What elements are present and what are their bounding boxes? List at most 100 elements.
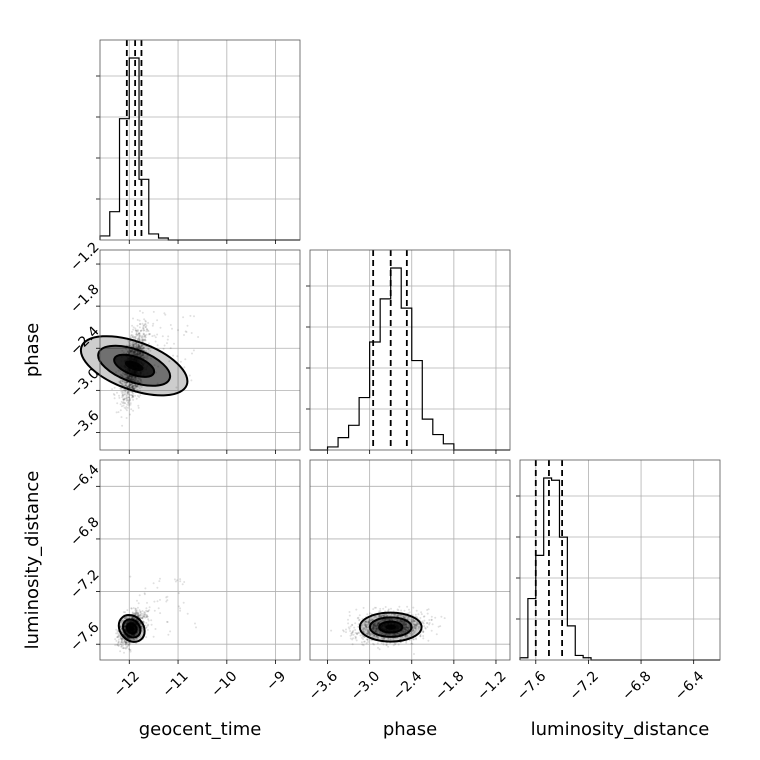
- scatter-point: [115, 639, 118, 642]
- scatter-point: [132, 351, 135, 354]
- scatter-point: [129, 350, 132, 353]
- scatter-point: [131, 384, 134, 387]
- scatter-point: [186, 324, 189, 327]
- scatter-point: [141, 616, 144, 619]
- scatter-point: [154, 340, 157, 343]
- scatter-point: [120, 416, 123, 419]
- scatter-point: [190, 379, 193, 382]
- scatter-point: [139, 334, 142, 337]
- scatter-point: [135, 376, 138, 379]
- scatter-point: [134, 337, 137, 340]
- scatter-point: [134, 378, 137, 381]
- scatter-point: [134, 386, 137, 389]
- scatter-point: [134, 353, 137, 356]
- scatter-point: [365, 642, 368, 645]
- scatter-point: [412, 638, 415, 641]
- scatter-point: [128, 340, 131, 343]
- scatter-point: [130, 382, 133, 385]
- scatter-point: [141, 337, 144, 340]
- scatter-point: [137, 614, 140, 616]
- scatter-point: [366, 613, 369, 616]
- scatter-point: [129, 349, 132, 352]
- scatter-point: [150, 619, 153, 622]
- scatter-point: [138, 323, 141, 325]
- scatter-point: [114, 638, 117, 641]
- tick-label-phase: −3.6: [306, 668, 341, 703]
- scatter-point: [126, 377, 129, 380]
- scatter-point: [348, 611, 351, 613]
- scatter-point: [382, 643, 385, 646]
- scatter-point: [126, 391, 129, 394]
- scatter-point: [140, 354, 143, 357]
- scatter-point: [113, 397, 116, 400]
- scatter-point: [148, 342, 150, 345]
- scatter-point: [132, 392, 135, 395]
- scatter-point: [166, 338, 169, 341]
- scatter-point: [143, 347, 145, 350]
- scatter-point: [135, 346, 138, 349]
- scatter-point: [136, 394, 139, 397]
- scatter-point: [138, 353, 140, 356]
- scatter-point: [135, 342, 138, 345]
- scatter-point: [137, 404, 140, 407]
- scatter-point: [125, 383, 127, 386]
- axis-label-x-geocent_time: geocent_time: [139, 719, 262, 740]
- scatter-point: [148, 332, 151, 335]
- scatter-point: [124, 373, 127, 376]
- scatter-point: [166, 620, 168, 623]
- scatter-point: [125, 395, 128, 398]
- scatter-point: [128, 375, 131, 378]
- scatter-point: [197, 336, 200, 338]
- scatter-point: [130, 376, 133, 379]
- scatter-point: [122, 371, 125, 374]
- scatter-point: [137, 406, 140, 409]
- scatter-point: [174, 580, 177, 583]
- scatter-point: [145, 621, 148, 624]
- scatter-point: [179, 580, 182, 583]
- scatter-point: [133, 387, 135, 390]
- scatter-point: [141, 311, 144, 314]
- scatter-point: [126, 351, 129, 353]
- scatter-point: [132, 387, 135, 390]
- scatter-point: [118, 394, 120, 397]
- scatter-point: [137, 353, 140, 356]
- scatter-point: [132, 344, 135, 347]
- scatter-point: [387, 645, 390, 648]
- scatter-point: [131, 387, 134, 390]
- histogram-geocent_time: [99, 57, 300, 241]
- scatter-point: [156, 344, 159, 347]
- scatter-point: [131, 336, 134, 339]
- scatter-point: [136, 337, 139, 340]
- scatter-point: [129, 575, 132, 578]
- scatter-point: [132, 607, 135, 609]
- scatter-point: [131, 376, 133, 379]
- scatter-point: [125, 394, 128, 397]
- scatter-point: [127, 344, 130, 347]
- scatter-point: [134, 336, 136, 338]
- scatter-point: [398, 605, 401, 608]
- scatter-point: [347, 626, 350, 629]
- scatter-point: [133, 351, 136, 354]
- scatter-point: [136, 324, 139, 327]
- scatter-point: [131, 386, 134, 389]
- scatter-point: [145, 607, 148, 610]
- scatter-point: [349, 637, 352, 640]
- scatter-point: [125, 641, 127, 644]
- scatter-point: [127, 385, 130, 388]
- scatter-point: [121, 375, 124, 378]
- scatter-point: [351, 632, 353, 635]
- scatter-point: [147, 610, 150, 613]
- scatter-point: [119, 379, 122, 382]
- scatter-point: [123, 384, 126, 387]
- scatter-point: [139, 380, 142, 382]
- scatter-point: [139, 353, 142, 356]
- scatter-point: [126, 393, 129, 396]
- scatter-point: [131, 386, 134, 389]
- scatter-point: [123, 373, 126, 376]
- scatter-point: [138, 338, 141, 341]
- scatter-point: [179, 607, 182, 610]
- scatter-point: [345, 631, 347, 634]
- scatter-point: [143, 318, 146, 321]
- scatter-point: [139, 329, 142, 332]
- scatter-point: [131, 343, 134, 346]
